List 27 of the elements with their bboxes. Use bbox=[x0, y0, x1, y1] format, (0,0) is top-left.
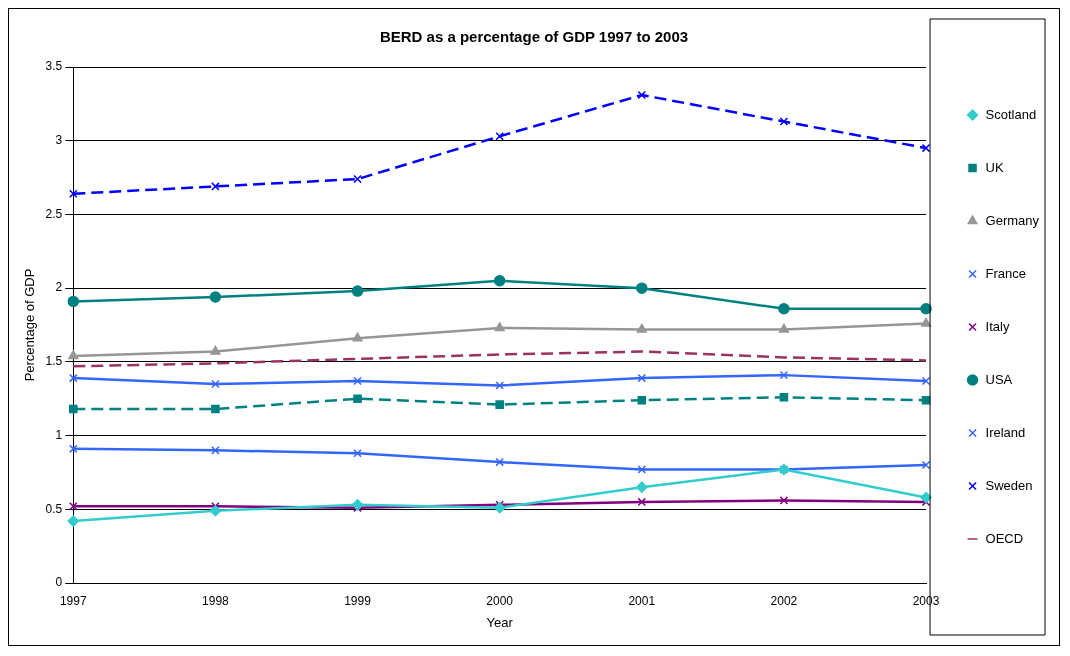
legend-label: Sweden bbox=[985, 477, 1033, 493]
x-tick-label: 1997 bbox=[59, 593, 87, 608]
legend-label: Germany bbox=[985, 212, 1040, 228]
x-tick-label: 2001 bbox=[628, 593, 656, 608]
x-tick-label: 1998 bbox=[202, 593, 230, 608]
legend-label: USA bbox=[985, 371, 1013, 387]
legend-label: OECD bbox=[985, 530, 1024, 546]
x-tick-label: 1999 bbox=[344, 593, 372, 608]
legend-label: Scotland bbox=[985, 106, 1037, 122]
legend-label: Italy bbox=[985, 318, 1010, 334]
x-axis-title: Year bbox=[486, 614, 514, 630]
x-tick-label: 2000 bbox=[486, 593, 514, 608]
y-tick-label: 0.5 bbox=[45, 501, 63, 516]
legend-label: Ireland bbox=[985, 424, 1026, 440]
y-tick-label: 1.5 bbox=[45, 354, 63, 369]
chart-title: BERD as a percentage of GDP 1997 to 2003 bbox=[379, 28, 689, 46]
y-tick-label: 2.5 bbox=[45, 206, 63, 221]
y-tick-label: 1 bbox=[55, 427, 63, 442]
legend-label: UK bbox=[985, 159, 1004, 175]
y-tick-label: 2 bbox=[55, 280, 63, 295]
x-tick-label: 2002 bbox=[770, 593, 798, 608]
y-tick-label: 3 bbox=[55, 133, 63, 148]
x-tick-label: 2003 bbox=[912, 593, 940, 608]
y-tick-label: 0 bbox=[55, 575, 63, 590]
y-axis-title: Percentage of GDP bbox=[22, 268, 38, 382]
legend-label: France bbox=[985, 265, 1027, 281]
y-tick-label: 3.5 bbox=[45, 59, 63, 74]
